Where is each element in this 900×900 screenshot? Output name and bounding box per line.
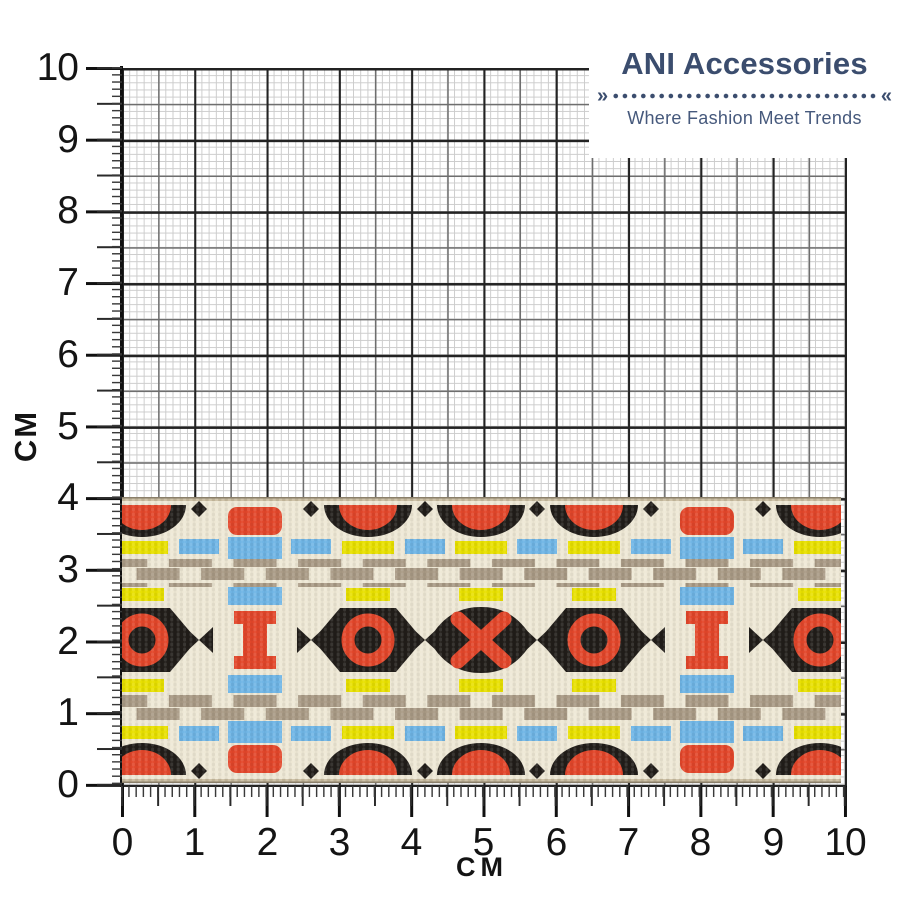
dotted-line-icon (613, 93, 876, 99)
brand-tagline: Where Fashion Meet Trends (627, 108, 862, 128)
x-axis-unit-label: CM (456, 852, 508, 882)
x-axis-label-5: 5 (472, 821, 495, 864)
y-axis-label-0: 0 (57, 763, 79, 806)
x-axis-minor-ticks (121, 786, 848, 797)
x-axis-label-1: 1 (183, 821, 206, 864)
chevron-left-icon: « (880, 85, 892, 107)
chevron-right-icon: » (597, 85, 609, 107)
y-axis-label-9: 9 (57, 118, 79, 161)
x-axis-label-10: 10 (824, 821, 866, 864)
y-axis-label-1: 1 (57, 691, 79, 734)
x-axis-label-7: 7 (617, 821, 640, 864)
y-axis-label-6: 6 (57, 333, 79, 376)
x-axis-label-9: 9 (762, 821, 785, 864)
x-axis-label-4: 4 (400, 821, 423, 864)
y-axis-label-10: 10 (36, 46, 79, 89)
y-axis-minor-ticks (112, 67, 122, 788)
x-axis-label-3: 3 (328, 821, 351, 864)
y-axis-label-7: 7 (57, 261, 79, 304)
x-axis-label-8: 8 (689, 821, 712, 864)
brand-logo: ANI Accessories » « Where Fashion Meet T… (589, 42, 900, 158)
y-axis-label-4: 4 (57, 476, 79, 519)
x-axis-label-0: 0 (111, 821, 134, 864)
y-axis-label-8: 8 (57, 189, 79, 232)
ribbon-photo (122, 497, 841, 783)
y-axis-label-5: 5 (57, 405, 79, 448)
x-axis-label-6: 6 (545, 821, 568, 864)
brand-title: ANI Accessories (621, 46, 868, 81)
x-axis-label-2: 2 (256, 821, 279, 864)
y-axis-label-3: 3 (57, 548, 79, 591)
y-axis-label-2: 2 (57, 620, 79, 663)
brand-divider: » « (597, 85, 892, 107)
y-axis-unit-label: CM (8, 409, 43, 463)
